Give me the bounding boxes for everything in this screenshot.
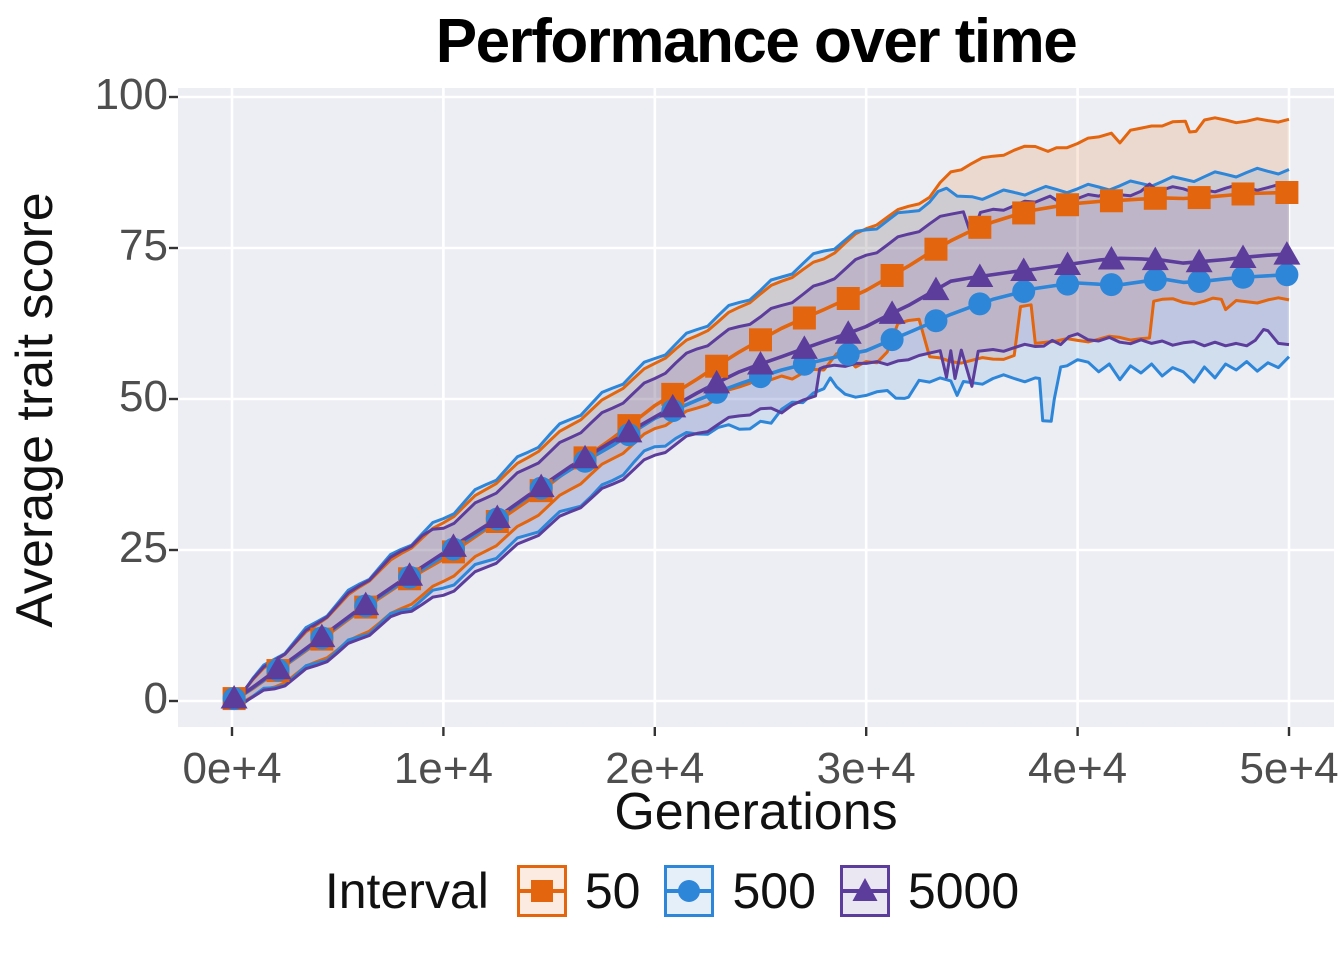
marker-50 <box>792 306 816 330</box>
lower-line-50 <box>237 296 1290 703</box>
marker-50 <box>1143 186 1167 210</box>
legend-key-square-icon <box>516 865 567 917</box>
marker-5000 <box>1010 257 1038 281</box>
x-axis-title: Generations <box>614 783 898 841</box>
marker-500 <box>836 342 860 366</box>
marker-50 <box>924 237 948 261</box>
marker-5000 <box>922 276 950 301</box>
x-tick-label: 3e+4 <box>816 744 916 793</box>
y-tick-label: 50 <box>119 372 168 421</box>
marker-50 <box>1231 182 1255 206</box>
marker-5000 <box>396 562 424 586</box>
lower-line-5000 <box>237 328 1290 704</box>
legend-marker-square-icon <box>530 880 553 902</box>
legend-entry-5000: 5000 <box>839 862 1020 920</box>
legend-label: 50 <box>584 863 641 919</box>
legend-title: Interval <box>324 863 489 919</box>
marker-5000 <box>439 533 467 557</box>
lower-line-500 <box>237 355 1291 704</box>
marker-500 <box>1056 272 1080 296</box>
marker-500 <box>880 328 904 352</box>
marker-500 <box>1275 263 1299 287</box>
legend-key-circle-icon <box>664 865 715 917</box>
marker-5000 <box>966 263 994 287</box>
legend-entry-50: 50 <box>516 862 641 920</box>
y-tick-label: 25 <box>119 523 168 572</box>
legend-marker-circle-icon <box>678 880 701 902</box>
legend-label: 500 <box>732 863 816 919</box>
marker-500 <box>1187 270 1211 294</box>
marker-50 <box>1056 193 1080 217</box>
marker-5000 <box>571 444 599 469</box>
marker-5000 <box>834 320 862 344</box>
x-tick-label: 2e+4 <box>605 744 705 793</box>
marker-50 <box>749 328 772 352</box>
x-tick-label: 0e+4 <box>182 744 282 793</box>
upper-line-50 <box>236 116 1290 697</box>
marker-5000 <box>1185 248 1213 273</box>
x-tick-label: 1e+4 <box>393 744 493 793</box>
marker-5000 <box>615 418 643 443</box>
legend-marker-triangle-icon <box>852 878 878 901</box>
marker-5000 <box>1229 244 1257 268</box>
marker-500 <box>924 309 948 333</box>
legend: Interval 50 500 5000 <box>0 862 1344 920</box>
x-tick-label: 4e+4 <box>1028 744 1128 793</box>
plot-panel <box>178 88 1334 727</box>
marker-5000 <box>264 655 292 680</box>
marker-5000 <box>747 350 774 375</box>
y-tick-label: 75 <box>119 221 168 270</box>
marker-500 <box>1143 268 1167 292</box>
marker-50 <box>836 286 860 310</box>
marker-50 <box>968 215 992 239</box>
marker-5000 <box>703 369 731 394</box>
legend-key-triangle-icon <box>839 865 890 917</box>
marker-500 <box>968 292 992 316</box>
marker-5000 <box>483 504 511 529</box>
marker-5000 <box>878 300 906 324</box>
marker-50 <box>880 263 904 287</box>
marker-5000 <box>220 684 248 709</box>
marker-5000 <box>1141 246 1169 271</box>
marker-5000 <box>1097 245 1125 270</box>
x-tick-label: 5e+4 <box>1239 744 1339 793</box>
legend-entry-500: 500 <box>664 862 816 920</box>
legend-label: 5000 <box>907 863 1020 919</box>
marker-500 <box>1012 279 1036 303</box>
y-tick-label: 0 <box>143 674 168 723</box>
chart-title: Performance over time <box>435 7 1078 76</box>
marker-50 <box>1012 201 1036 225</box>
marker-50 <box>1099 189 1123 213</box>
band-5000 <box>237 184 1289 702</box>
marker-5000 <box>790 335 818 359</box>
marker-50 <box>1187 186 1211 210</box>
marker-50 <box>1275 180 1299 204</box>
marker-5000 <box>1054 251 1082 276</box>
marker-5000 <box>308 623 336 648</box>
marker-50 <box>705 354 729 378</box>
marker-500 <box>1099 273 1123 297</box>
marker-500 <box>1231 265 1255 289</box>
marker-5000 <box>352 591 380 616</box>
marker-5000 <box>659 393 687 418</box>
y-tick-label: 100 <box>94 70 168 119</box>
marker-5000 <box>527 473 555 498</box>
marker-5000 <box>1273 241 1301 265</box>
